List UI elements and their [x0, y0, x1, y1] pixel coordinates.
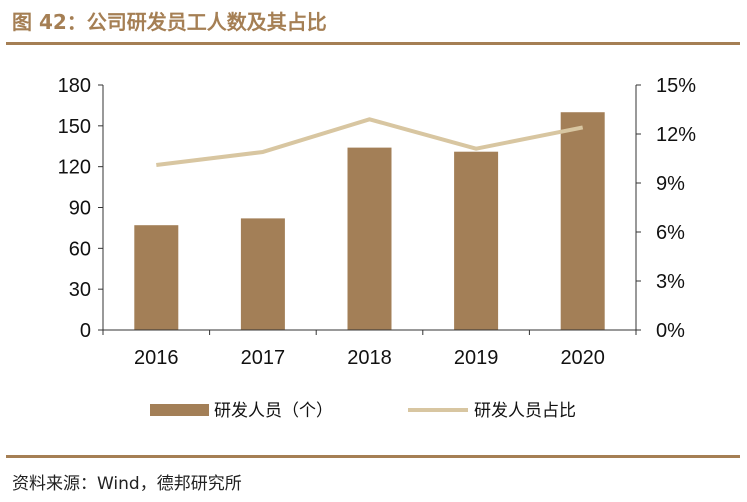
bar-2019 — [454, 151, 499, 330]
y-right-tick-label: 0% — [656, 320, 685, 342]
y-left-tick-label: 60 — [69, 238, 91, 260]
y-right-tick-label: 12% — [656, 124, 696, 146]
plot-area: 0 30 60 90 120 150 180 0% 3% 6% 9% 12% 15% 2016 2017 20… — [58, 75, 697, 421]
bar-2020 — [560, 112, 605, 330]
y-right-tick-label: 6% — [656, 222, 685, 244]
y-left-tick-label: 30 — [69, 279, 91, 301]
chart: 0 30 60 90 120 150 180 0% 3% 6% 9% 12% 15% 2016 2017 20… — [58, 75, 697, 421]
title-divider — [6, 42, 740, 45]
legend-label-line: 研发人员占比 — [474, 401, 576, 421]
source-divider — [6, 455, 740, 458]
line-series-ratio — [156, 117, 584, 168]
x-tick-label: 2017 — [241, 347, 286, 369]
legend-swatch-bar — [150, 404, 209, 416]
y-left-tick-label: 0 — [80, 320, 91, 342]
y-left-tick-label: 180 — [58, 75, 91, 97]
x-tick-label: 2018 — [347, 347, 392, 369]
y-right-tick-label: 9% — [656, 173, 685, 195]
y-right-tick-label: 3% — [656, 271, 685, 293]
x-tick-label: 2016 — [134, 347, 179, 369]
y-left-tick-label: 90 — [69, 198, 91, 220]
figure-title: 图 42：公司研发员工人数及其占比 — [12, 10, 327, 34]
x-tick-label: 2020 — [560, 347, 605, 369]
y-right-tick-label: 15% — [656, 75, 696, 97]
source-note: 资料来源：Wind，德邦研究所 — [12, 474, 242, 494]
y-left-tick-label: 150 — [58, 116, 91, 138]
bar-2016 — [134, 225, 179, 330]
y-left-tick-label: 120 — [58, 157, 91, 179]
legend-label-bar: 研发人员（个） — [214, 401, 333, 421]
x-tick-label: 2019 — [454, 347, 499, 369]
bar-2017 — [240, 218, 285, 330]
bar-2018 — [347, 147, 392, 330]
